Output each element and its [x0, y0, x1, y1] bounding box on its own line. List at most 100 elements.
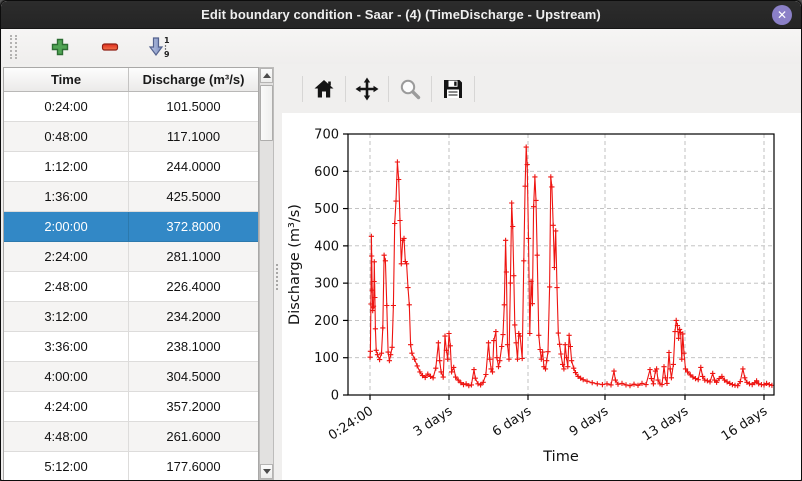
scrollbar-thumb[interactable] [260, 85, 273, 141]
y-tick-label: 100 [314, 351, 339, 366]
column-header-time[interactable]: Time [4, 68, 129, 91]
discharge-series-markers [367, 144, 775, 389]
save-icon [444, 80, 462, 98]
close-icon: ✕ [776, 8, 788, 22]
home-icon [314, 80, 334, 98]
discharge-series-line [369, 147, 773, 387]
y-tick-label: 500 [314, 202, 339, 217]
svg-text:1: 1 [164, 36, 170, 45]
down-arrow-icon [262, 469, 271, 474]
plus-icon [51, 38, 69, 55]
plot-frame [347, 133, 775, 396]
table-row[interactable]: 2:48:00 226.4000 [4, 272, 258, 302]
time-cell[interactable]: 0:24:00 [4, 92, 129, 121]
column-header-discharge[interactable]: Discharge (m³/s) [142, 72, 245, 87]
y-tick-label: 700 [314, 128, 339, 143]
x-axis-label: Time [542, 449, 579, 465]
table-row[interactable]: 1:36:00 425.5000 [4, 182, 258, 212]
y-tick-label: 0 [331, 389, 339, 404]
discharge-cell[interactable]: 372.8000 [166, 219, 221, 234]
y-tick-label: 400 [314, 239, 339, 254]
table-row[interactable]: 5:12:00 177.6000 [4, 452, 258, 480]
x-tick-label: 3 days [411, 404, 455, 440]
x-tick-label: 9 days [567, 404, 611, 440]
home-button[interactable] [309, 74, 339, 104]
time-cell[interactable]: 3:12:00 [4, 302, 129, 331]
x-tick-label: 6 days [490, 404, 534, 440]
discharge-cell[interactable]: 238.1000 [166, 339, 221, 354]
x-tick-label: 16 days [719, 404, 770, 445]
discharge-cell[interactable]: 101.5000 [166, 99, 221, 114]
toolbar-separator [345, 76, 346, 102]
y-tick-label: 600 [314, 165, 339, 180]
pan-button[interactable] [352, 74, 382, 104]
table-row[interactable]: 1:12:00 244.0000 [4, 152, 258, 182]
close-button[interactable]: ✕ [772, 5, 792, 25]
discharge-cell[interactable]: 261.6000 [166, 429, 221, 444]
scroll-down-button[interactable] [260, 464, 273, 479]
discharge-cell[interactable]: 357.2000 [166, 399, 221, 414]
time-cell[interactable]: 1:12:00 [4, 152, 129, 181]
table-row[interactable]: 0:24:00 101.5000 [4, 92, 258, 122]
discharge-cell[interactable]: 226.4000 [166, 279, 221, 294]
discharge-cell[interactable]: 117.1000 [166, 129, 221, 144]
table-row[interactable]: 3:12:00 234.2000 [4, 302, 258, 332]
time-cell[interactable]: 2:48:00 [4, 272, 129, 301]
edit-toolbar: 1 9 [2, 29, 801, 64]
discharge-cell[interactable]: 244.0000 [166, 159, 221, 174]
time-cell[interactable]: 4:24:00 [4, 392, 129, 421]
table-row[interactable]: 0:48:00 117.1000 [4, 122, 258, 152]
chart-panel: 0 100 200 300 400 500 600 700 0:24:00 3 days 6 day… [282, 64, 801, 480]
sort-rows-button[interactable]: 1 9 [147, 34, 173, 60]
boundary-condition-table: Time Discharge (m³/s) 0:24:00 101.5000 0:4… [3, 67, 259, 480]
scroll-up-button[interactable] [260, 68, 273, 83]
table-row[interactable]: 4:24:00 357.2000 [4, 392, 258, 422]
y-tick-label: 200 [314, 314, 339, 329]
add-row-button[interactable] [47, 34, 73, 60]
save-button[interactable] [438, 74, 468, 104]
pan-icon [355, 77, 379, 101]
toolbar-separator [302, 76, 303, 102]
title-bar[interactable]: Edit boundary condition - Saar - (4) (Ti… [1, 1, 801, 29]
delete-row-button[interactable] [97, 34, 123, 60]
discharge-cell[interactable]: 177.6000 [166, 459, 221, 474]
time-cell[interactable]: 2:24:00 [4, 242, 129, 271]
svg-text:9: 9 [164, 50, 170, 58]
toolbar-separator [474, 76, 475, 102]
table-header-row: Time Discharge (m³/s) [4, 68, 258, 92]
toolbar-separator [388, 76, 389, 102]
splitter-grip-icon [276, 264, 279, 290]
toolbar-grip-handle[interactable] [10, 34, 17, 59]
zoom-button[interactable] [395, 74, 425, 104]
discharge-cell[interactable]: 281.1000 [166, 249, 221, 264]
discharge-cell[interactable]: 234.2000 [166, 309, 221, 324]
table-row[interactable]: 4:00:00 304.5000 [4, 362, 258, 392]
magnifier-icon [400, 79, 421, 100]
discharge-cell[interactable]: 425.5000 [166, 189, 221, 204]
sort-ascending-icon: 1 9 [148, 36, 170, 58]
time-cell[interactable]: 4:00:00 [4, 362, 129, 391]
x-tick-label: 0:24:00 [326, 404, 376, 444]
toolbar-separator [431, 76, 432, 102]
time-cell[interactable]: 1:36:00 [4, 182, 129, 211]
table-row[interactable]: 2:24:00 281.1000 [4, 242, 258, 272]
discharge-cell[interactable]: 304.5000 [166, 369, 221, 384]
minus-icon [101, 42, 119, 51]
table-row[interactable]: 4:48:00 261.6000 [4, 422, 258, 452]
y-axis-label: Discharge (m³/s) [287, 204, 303, 325]
time-cell[interactable]: 0:48:00 [4, 122, 129, 151]
panel-splitter[interactable] [274, 64, 282, 480]
time-cell[interactable]: 4:48:00 [4, 422, 129, 451]
table-row[interactable]: 2:00:00 372.8000 [4, 212, 258, 242]
table-body: 0:24:00 101.5000 0:48:00 117.1000 1:12:00 244… [4, 92, 258, 480]
up-arrow-icon [262, 73, 271, 78]
y-tick-label: 300 [314, 277, 339, 292]
table-row[interactable]: 3:36:00 238.1000 [4, 332, 258, 362]
discharge-time-plot[interactable]: 0 100 200 300 400 500 600 700 0:24:00 3 days 6 day… [282, 113, 801, 480]
time-cell[interactable]: 3:36:00 [4, 332, 129, 361]
time-cell[interactable]: 2:00:00 [4, 212, 129, 241]
x-tick-label: 13 days [640, 404, 691, 445]
table-scrollbar[interactable] [259, 67, 274, 480]
time-cell[interactable]: 5:12:00 [4, 452, 129, 480]
